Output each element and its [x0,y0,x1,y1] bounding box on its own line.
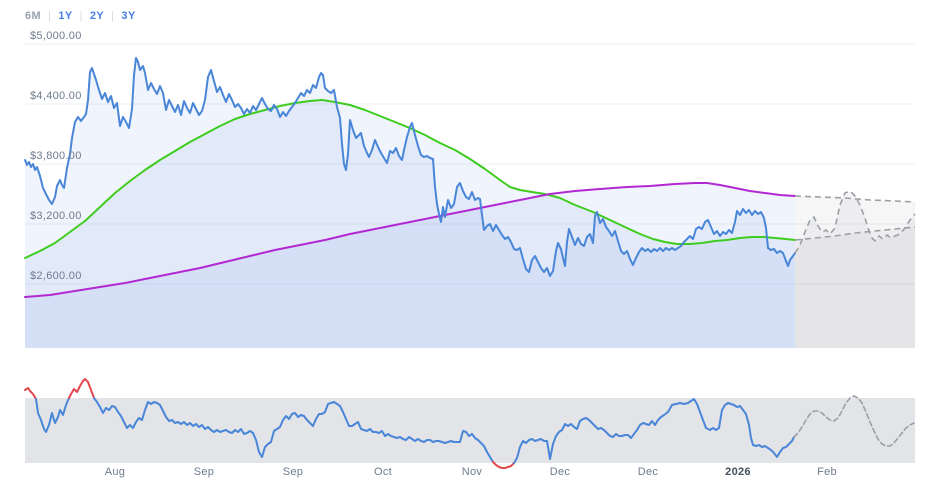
x-axis-label: Sep [282,466,304,478]
moving-average-long-area [25,183,795,348]
range-separator: | [79,10,83,22]
range-selector: 6M | 1Y | 2Y | 3Y [25,9,136,23]
x-axis-label: Feb [817,466,837,478]
forecast-moving-average-short-area [795,227,915,348]
range-1y-button[interactable]: 1Y [58,10,73,22]
forecast-moving-average-long-line [794,195,916,203]
navigator-band[interactable] [25,398,915,463]
range-2y-button[interactable]: 2Y [89,10,105,22]
x-axis-label: Dec [549,466,571,478]
navigator-forecast-line [793,395,915,447]
moving-average-short-area [25,100,795,348]
x-axis-label: Oct [373,466,393,478]
navigator-series-segment [492,461,515,469]
price-line [24,57,796,277]
y-axis-label: $5,000.00 [30,30,82,42]
y-axis-label: $2,600.00 [30,270,82,282]
x-axis-label: Dec [637,466,659,478]
moving-average-long-line [24,182,796,298]
x-axis-label: 2026 [725,466,751,478]
y-axis-label: $4,400.00 [30,90,82,102]
range-separator: | [111,10,115,22]
gridline [25,43,915,285]
moving-average-short-line [24,99,796,259]
forecast-moving-average-short-line [794,226,916,241]
y-axis-label: $3,800.00 [30,150,82,162]
x-axis-label: Aug [104,466,126,478]
range-3y-button[interactable]: 3Y [121,10,136,22]
navigator-series-segment [93,397,494,463]
y-axis-label: $3,200.00 [30,210,82,222]
x-axis-label: Nov [461,466,483,478]
x-axis-label: Sep [193,466,215,478]
price-area [25,58,795,348]
navigator-series-segment [68,378,95,399]
navigator-series-segment [35,397,70,433]
navigator-series-segment [24,387,37,400]
forecast-price-line [794,190,916,254]
forecast-price-area [795,191,915,348]
range-separator: | [48,10,52,22]
range-6m-button[interactable]: 6M [25,10,42,22]
forecast-moving-average-long-area [795,196,915,348]
navigator-series-segment [513,398,795,464]
